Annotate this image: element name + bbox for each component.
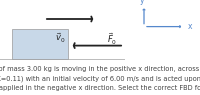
Bar [12,28,68,59]
Text: y: y [140,0,144,5]
Text: F₀=4.00 N, applied in the negative x direction. Select the correct FBD for the m: F₀=4.00 N, applied in the negative x dir… [0,85,200,91]
Text: x: x [188,22,192,31]
Text: $\vec{F}_0$: $\vec{F}_0$ [107,31,117,47]
Text: $\vec{v}_0$: $\vec{v}_0$ [55,31,65,45]
Text: A block of mass 3.00 kg is moving in the positive x direction, across a rough: A block of mass 3.00 kg is moving in the… [0,66,200,72]
Text: surface (μK=0.11) with an initial velocity of 6.00 m/s and is acted upon by a fo: surface (μK=0.11) with an initial veloci… [0,76,200,82]
